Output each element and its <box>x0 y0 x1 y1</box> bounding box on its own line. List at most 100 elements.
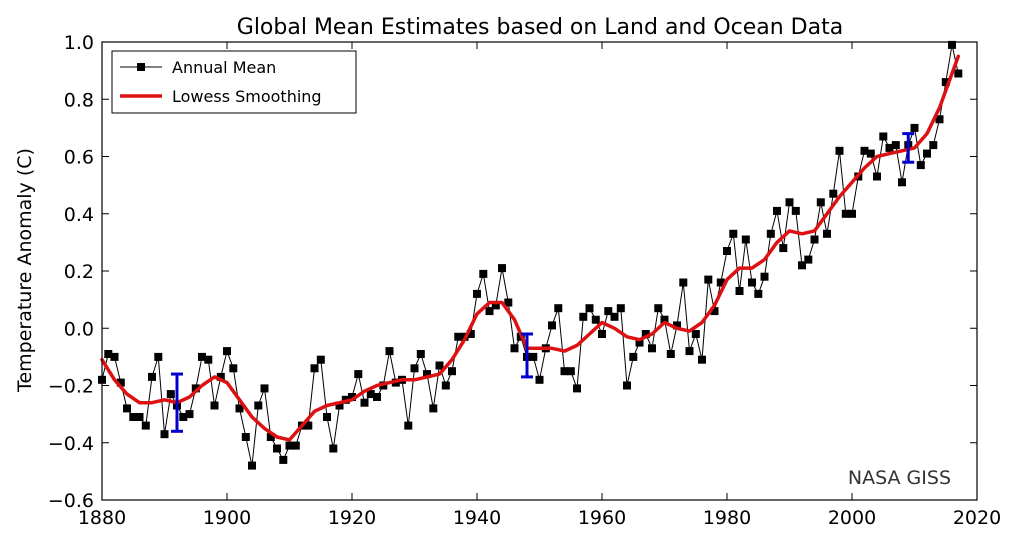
annual-mean-point <box>229 364 238 373</box>
annual-mean-point <box>916 161 925 170</box>
annual-mean-point <box>660 315 669 324</box>
annual-mean-point <box>104 350 113 358</box>
annual-mean-point <box>679 278 688 287</box>
annual-mean-point <box>848 209 856 218</box>
annual-mean-point <box>141 421 150 430</box>
annual-mean-point <box>260 384 269 393</box>
annual-mean-point <box>116 378 125 387</box>
legend-box <box>111 50 357 114</box>
annual-mean-point <box>666 350 675 358</box>
x-tick-label: 1960 <box>578 507 626 529</box>
annual-mean-point <box>604 307 613 316</box>
annual-mean-point <box>791 206 800 215</box>
y-tick-label: 0.2 <box>64 261 94 283</box>
annual-mean-point <box>691 330 700 338</box>
annual-mean-point <box>716 278 725 287</box>
annual-mean-point <box>154 352 163 361</box>
annual-mean-point <box>123 404 131 413</box>
annual-mean-point <box>441 381 450 390</box>
x-tick-label: 1940 <box>453 507 501 529</box>
annual-mean-point <box>354 370 363 379</box>
annual-mean-point <box>654 304 663 313</box>
annual-mean-point <box>673 321 681 330</box>
annual-mean-point <box>754 289 763 298</box>
annual-mean-point <box>554 304 563 313</box>
y-tick-label: −0.6 <box>48 490 94 512</box>
annual-mean-point <box>879 132 888 141</box>
annual-mean-point <box>479 269 488 278</box>
annual-mean-point <box>254 401 263 410</box>
annual-mean-point <box>498 264 506 273</box>
annual-mean-point <box>279 455 288 464</box>
legend-smooth-label: Lowess Smoothing <box>172 87 322 106</box>
annual-mean-point <box>316 355 325 364</box>
uncertainty-error-bar <box>521 332 533 379</box>
annual-mean-point <box>885 143 894 152</box>
y-axis-title: Temperature Anomaly (C) <box>14 148 36 393</box>
annual-mean-point <box>629 352 638 361</box>
plot-area <box>98 40 963 470</box>
annual-mean-point <box>248 461 256 470</box>
nasa-giss-annotation: NASA GISS <box>848 467 951 489</box>
annual-mean-point <box>741 235 750 244</box>
annual-mean-point <box>535 375 544 384</box>
annual-mean-point <box>635 338 644 347</box>
annual-mean-point <box>598 330 606 338</box>
annual-mean-point <box>285 441 294 450</box>
legend-annual-marker <box>137 63 145 71</box>
annual-mean-point <box>941 78 950 87</box>
annual-mean-point <box>204 355 213 364</box>
legend: Annual Mean Lowess Smoothing <box>111 50 357 114</box>
y-tick-label: 0.0 <box>64 318 94 340</box>
annual-mean-point <box>823 229 831 238</box>
uncertainty-error-bar <box>902 132 915 164</box>
annual-mean-point <box>935 115 944 124</box>
annual-mean-point <box>798 261 806 270</box>
annual-mean-point <box>404 421 413 430</box>
annual-mean-point <box>323 413 331 421</box>
annual-mean-point <box>548 321 556 330</box>
annual-mean-point <box>191 384 200 393</box>
annual-mean-point <box>841 209 850 218</box>
annual-mean-point <box>373 393 381 401</box>
annual-mean-point <box>923 149 931 158</box>
annual-mean-point <box>435 361 444 370</box>
annual-mean-point <box>416 350 425 358</box>
annual-mean-point <box>573 384 581 393</box>
annual-mean-point <box>473 289 481 298</box>
y-tick-label: 1.0 <box>64 32 94 54</box>
annual-mean-point <box>560 367 569 376</box>
x-tick-label: 2000 <box>828 507 876 529</box>
annual-mean-point <box>591 315 600 324</box>
annual-mean-point <box>785 198 794 207</box>
annual-mean-point <box>329 444 338 453</box>
annual-mean-point <box>698 355 706 364</box>
annual-mean-point <box>216 372 225 381</box>
annual-mean-point <box>710 307 719 316</box>
annual-mean-point <box>735 287 744 295</box>
annual-mean-point <box>948 40 956 49</box>
annual-mean-point <box>166 390 175 399</box>
annual-mean-point <box>423 370 431 379</box>
annual-mean-point <box>760 272 769 281</box>
annual-mean-point <box>510 344 519 353</box>
annual-mean-point <box>310 364 319 373</box>
annual-mean-point <box>810 235 819 244</box>
annual-mean-point <box>910 123 919 132</box>
annual-mean-point <box>273 444 281 453</box>
annual-mean-point <box>579 312 588 321</box>
annual-mean-point <box>429 404 438 413</box>
annual-mean-point <box>198 352 206 361</box>
annual-mean-point <box>898 178 906 187</box>
annual-mean-point <box>891 141 900 150</box>
y-tick-label: 0.4 <box>64 204 94 226</box>
axes: 1880 1900 1920 1940 1960 1980 2000 2020 −0.6 −0.4… <box>48 32 1001 529</box>
y-tick-label: −0.2 <box>48 376 94 398</box>
annual-mean-point <box>241 433 250 441</box>
annual-mean-point <box>829 189 838 198</box>
annual-mean-point <box>685 347 694 356</box>
annual-mean-point <box>235 404 244 413</box>
x-tick-label: 1880 <box>78 507 126 529</box>
annual-mean-point <box>223 347 231 356</box>
annual-mean-point <box>723 247 731 255</box>
